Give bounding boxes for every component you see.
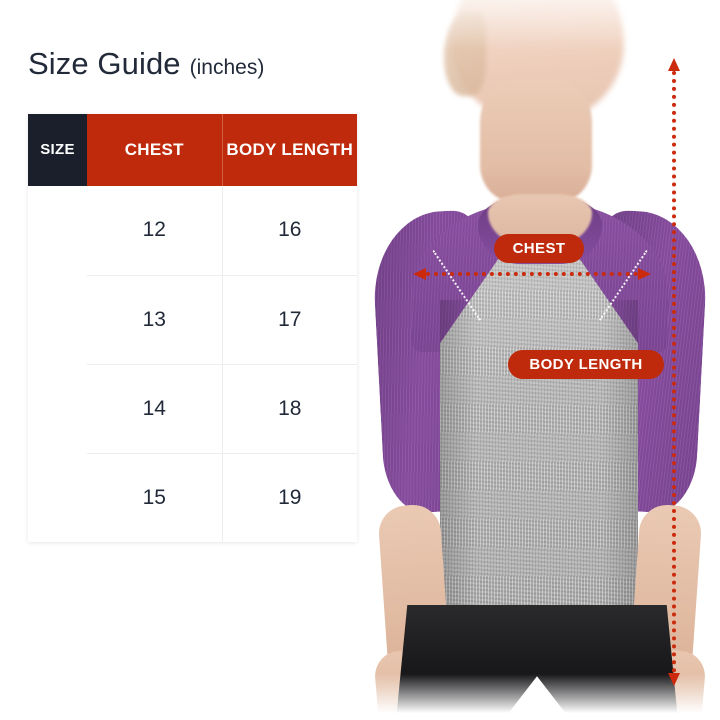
table-row: 4T 14 18 — [28, 363, 357, 453]
photo-bottom-fade — [360, 674, 720, 720]
cell-body-length: 17 — [221, 274, 357, 364]
cell-chest: 15 — [87, 452, 222, 542]
shirt-shadow-right — [602, 300, 638, 620]
cell-size: 5/6 T — [28, 453, 87, 542]
table-row: 5/6 T 15 19 — [28, 452, 357, 542]
cell-chest: 13 — [87, 274, 222, 364]
cell-body-length: 16 — [221, 186, 357, 275]
size-chart-table: SIZE CHEST BODY LENGTH 2T 12 16 3T 13 17… — [28, 114, 357, 542]
cell-size: 2T — [28, 186, 87, 275]
shirt-torso — [370, 150, 710, 720]
model-neck — [480, 78, 592, 202]
title-unit-text: (inches) — [189, 56, 265, 79]
table-row: 2T 12 16 — [28, 186, 357, 275]
cell-chest: 14 — [87, 363, 222, 453]
arrow-head-up-icon — [668, 58, 680, 71]
cell-body-length: 18 — [221, 363, 357, 453]
table-header-row: SIZE CHEST BODY LENGTH — [28, 114, 357, 186]
arrow-head-right-icon — [638, 268, 651, 280]
chest-callout-label: CHEST — [494, 234, 584, 263]
body-length-callout-label: BODY LENGTH — [508, 350, 664, 379]
cell-size: 3T — [28, 275, 87, 364]
table-row: 3T 13 17 — [28, 274, 357, 364]
page-title: Size Guide (inches) — [28, 46, 264, 82]
arrow-head-down-icon — [668, 673, 680, 686]
chest-measure-arrow — [413, 268, 651, 280]
arrow-line — [426, 272, 638, 276]
arrow-line — [672, 71, 676, 673]
column-header-body-length: BODY LENGTH — [221, 114, 357, 186]
photo-top-fade — [430, 0, 650, 50]
shirt-shadow-left — [440, 300, 476, 620]
column-header-size: SIZE — [28, 114, 87, 186]
cell-chest: 12 — [87, 186, 222, 275]
column-header-chest: CHEST — [87, 114, 222, 186]
title-text: Size Guide — [28, 46, 181, 81]
arrow-head-left-icon — [413, 268, 426, 280]
body-length-measure-arrow — [668, 58, 681, 686]
cell-body-length: 19 — [221, 452, 357, 542]
shirt-body-panel — [440, 246, 638, 620]
cell-size: 4T — [28, 364, 87, 453]
product-photo — [360, 0, 720, 720]
